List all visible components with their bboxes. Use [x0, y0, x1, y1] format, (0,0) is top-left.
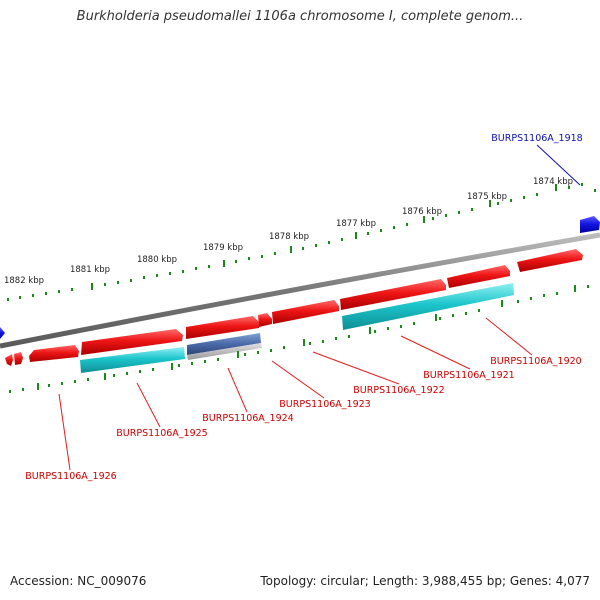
scale-label-1880: 1880 kbp — [137, 255, 177, 265]
scale-label-1876: 1876 kbp — [402, 207, 442, 217]
gene-arrow — [5, 354, 13, 366]
scale-label-1874: 1874 kbp — [533, 177, 573, 187]
reverse-strand-genes[interactable] — [80, 283, 514, 373]
scale-label-1878: 1878 kbp — [269, 232, 309, 242]
gene-arrow — [340, 279, 446, 310]
gene-bar-highlighted — [187, 333, 261, 355]
gene-label-1921[interactable]: BURPS1106A_1921 — [423, 370, 514, 381]
outer-scale-ticks — [7, 183, 596, 301]
gene-bar — [80, 347, 185, 373]
map-title: Burkholderia pseudomallei 1106a chromoso… — [76, 9, 524, 24]
scale-label-1882: 1882 kbp — [4, 276, 44, 286]
genome-backbone — [0, 232, 600, 349]
gene-arrow-1918[interactable] — [580, 216, 600, 233]
gene-labels: BURPS1106A_1918 BURPS1106A_1920 BURPS110… — [25, 133, 582, 482]
gene-arrow — [517, 249, 583, 272]
forward-strand-genes[interactable] — [5, 249, 583, 366]
gene-arrow — [186, 316, 259, 339]
gene-bar-shadow — [187, 343, 262, 360]
scale-label-1875: 1875 kbp — [467, 192, 507, 202]
gene-label-1924[interactable]: BURPS1106A_1924 — [202, 413, 293, 424]
gene-arrow-left-edge[interactable] — [0, 327, 5, 339]
accession-label: Accession: NC_009076 — [10, 574, 147, 588]
label-leader-lines — [58, 317, 533, 471]
scale-label-1881: 1881 kbp — [70, 265, 110, 275]
gene-arrow — [81, 329, 183, 355]
gene-label-1926[interactable]: BURPS1106A_1926 — [25, 471, 116, 482]
gene-arrow — [447, 265, 510, 288]
gene-bar — [342, 283, 514, 330]
scale-labels: 1874 kbp 1875 kbp 1876 kbp 1877 kbp 1878… — [4, 177, 573, 286]
genome-summary: Topology: circular; Length: 3,988,455 bp… — [260, 574, 590, 588]
gene-label-1925[interactable]: BURPS1106A_1925 — [116, 428, 207, 439]
scale-label-1877: 1877 kbp — [336, 219, 376, 229]
gene-label-1920[interactable]: BURPS1106A_1920 — [490, 356, 581, 367]
gene-label-1918[interactable]: BURPS1106A_1918 — [491, 133, 582, 144]
inner-scale-ticks — [9, 285, 589, 393]
gene-arrow — [258, 313, 272, 327]
gene-label-1922[interactable]: BURPS1106A_1922 — [353, 385, 444, 396]
gene-arrow — [14, 352, 23, 365]
gene-arrow — [29, 345, 79, 362]
scale-label-1879: 1879 kbp — [203, 243, 243, 253]
label-leader-line-1918 — [536, 144, 581, 186]
gene-arrow — [272, 300, 339, 324]
gene-label-1923[interactable]: BURPS1106A_1923 — [279, 399, 370, 410]
